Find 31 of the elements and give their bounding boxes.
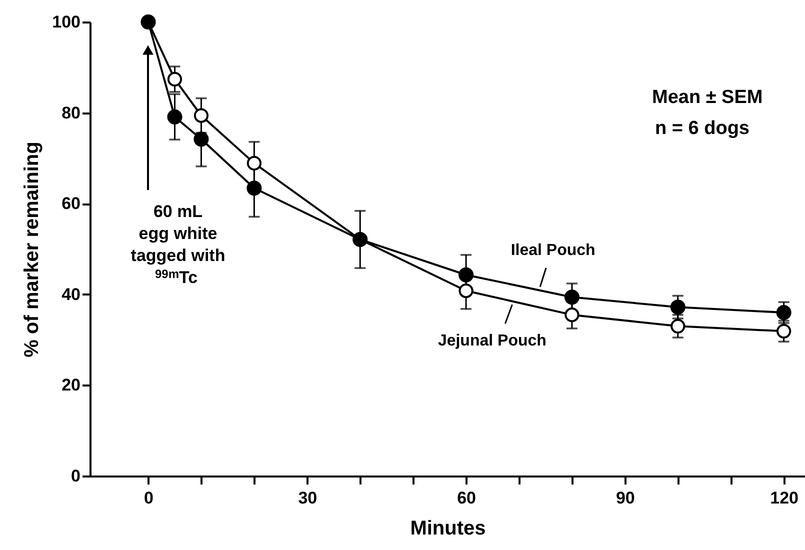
point bbox=[194, 132, 209, 147]
point bbox=[458, 283, 474, 298]
point bbox=[246, 156, 262, 171]
annotation: Ileal Pouch bbox=[510, 242, 596, 259]
point bbox=[246, 180, 262, 196]
y-tick-label: 100 bbox=[52, 12, 80, 32]
point bbox=[670, 300, 686, 315]
point bbox=[564, 308, 580, 322]
point bbox=[670, 318, 686, 334]
x-tick-label: 90 bbox=[616, 488, 635, 508]
y-tick-label: 80 bbox=[62, 103, 80, 122]
point bbox=[564, 290, 580, 305]
annotation: Jejunal Pouch bbox=[438, 332, 546, 350]
x-tick-label: 120 bbox=[770, 488, 798, 508]
y-axis-title: % of marker remaining bbox=[21, 142, 44, 358]
point bbox=[458, 267, 474, 282]
y-tick-label: 40 bbox=[62, 284, 80, 304]
point bbox=[194, 108, 209, 123]
x-tick-label: 60 bbox=[457, 488, 476, 508]
point bbox=[167, 109, 182, 124]
point bbox=[776, 324, 792, 338]
x-tick-label: 30 bbox=[298, 488, 318, 508]
point bbox=[167, 72, 182, 87]
x-axis-title: Minutes bbox=[410, 518, 486, 540]
y-tick-label: 20 bbox=[62, 376, 80, 395]
annotation: Mean ± SEM bbox=[652, 87, 763, 108]
point bbox=[776, 305, 792, 320]
annotation: n = 6 dogs bbox=[655, 118, 750, 139]
x-tick-label: 0 bbox=[144, 488, 154, 508]
y-tick-label: 60 bbox=[62, 194, 80, 214]
y-tick-label: 0 bbox=[71, 466, 80, 486]
